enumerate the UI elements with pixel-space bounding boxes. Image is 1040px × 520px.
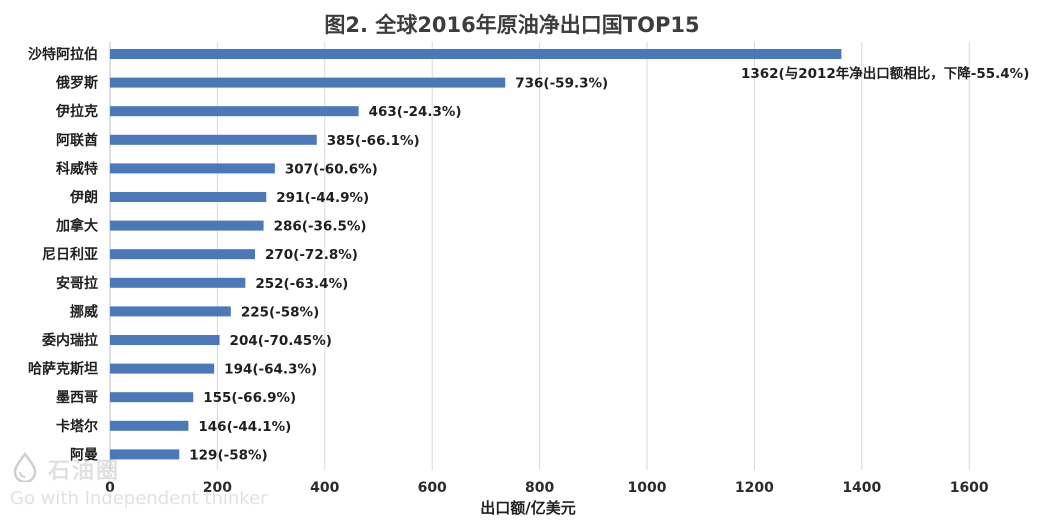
data-label: 155(-66.9%): [203, 390, 296, 406]
category-label: 俄罗斯: [55, 75, 98, 92]
category-label: 墨西哥: [56, 390, 98, 406]
data-label: 307(-60.6%): [285, 161, 378, 177]
category-label: 科威特: [56, 160, 98, 177]
data-label: 146(-44.1%): [198, 419, 291, 435]
bar: [110, 163, 275, 174]
chart-title: 图2. 全球2016年原油净出口国TOP15: [324, 13, 699, 37]
category-label: 阿曼: [70, 447, 98, 463]
bars: [110, 49, 842, 460]
x-tick-label: 0: [105, 480, 115, 496]
category-label: 阿联酋: [56, 132, 98, 149]
watermark-slogan: Go with Independent thinker: [10, 488, 268, 509]
bar: [110, 77, 506, 88]
data-label: 129(-58%): [189, 447, 267, 463]
category-label: 尼日利亚: [42, 246, 98, 263]
data-label: 194(-64.3%): [224, 362, 317, 378]
bar: [110, 277, 246, 288]
category-label: 哈萨克斯坦: [28, 361, 98, 378]
bar: [110, 192, 267, 202]
bar: [110, 449, 180, 460]
category-label: 挪威: [70, 303, 98, 320]
x-axis-title: 出口额/亿美元: [480, 499, 575, 517]
bar: [110, 49, 842, 59]
data-label: 1362(与2012年净出口额相比，下降-55.4%): [741, 65, 1029, 82]
data-labels: 1362(与2012年净出口额相比，下降-55.4%) 736(-59.3%) 46…: [189, 65, 1029, 463]
category-labels: 沙特阿拉伯俄罗斯伊拉克阿联酋科威特伊朗加拿大尼日利亚安哥拉挪威委内瑞拉哈萨克斯坦…: [28, 46, 98, 463]
bar: [110, 306, 231, 317]
bar: [110, 106, 359, 117]
category-label: 安哥拉: [56, 275, 98, 292]
bar: [110, 335, 220, 345]
x-tick-label: 1400: [842, 480, 881, 496]
data-label: 463(-24.3%): [369, 104, 462, 120]
droplet-logo-icon: [10, 451, 40, 486]
bar: [110, 249, 255, 260]
x-tick-label: 200: [203, 480, 232, 496]
data-label: 252(-63.4%): [255, 276, 348, 292]
bar: [110, 392, 194, 403]
data-label: 225(-58%): [241, 304, 319, 320]
data-label: 286(-36.5%): [274, 219, 367, 235]
x-tick-label: 1000: [628, 480, 667, 496]
category-label: 伊朗: [69, 189, 98, 206]
x-tick-label: 1600: [950, 480, 989, 496]
data-label: 204(-70.45%): [230, 333, 332, 349]
x-tick-label: 800: [525, 480, 554, 496]
category-label: 委内瑞拉: [41, 332, 98, 349]
bar: [110, 363, 215, 374]
watermark-name: 石油圈: [48, 459, 121, 484]
x-tick-labels: 0 200 400 600 800 1000 1200 1400 1600: [105, 480, 989, 496]
bar: [110, 220, 264, 231]
category-label: 加拿大: [55, 218, 98, 235]
data-label: 270(-72.8%): [265, 247, 358, 263]
data-label: 385(-66.1%): [327, 133, 420, 149]
watermark: 石油圈 Go with Independent thinker: [10, 451, 268, 509]
data-label: 291(-44.9%): [276, 190, 369, 206]
bar: [110, 134, 317, 145]
category-label: 沙特阿拉伯: [28, 46, 98, 63]
category-label: 卡塔尔: [56, 418, 98, 435]
bar: [110, 420, 189, 431]
x-tick-label: 400: [310, 480, 339, 496]
x-tick-label: 1200: [735, 480, 774, 496]
x-tick-label: 600: [418, 480, 447, 496]
data-label: 736(-59.3%): [515, 76, 608, 92]
category-label: 伊拉克: [55, 103, 98, 120]
